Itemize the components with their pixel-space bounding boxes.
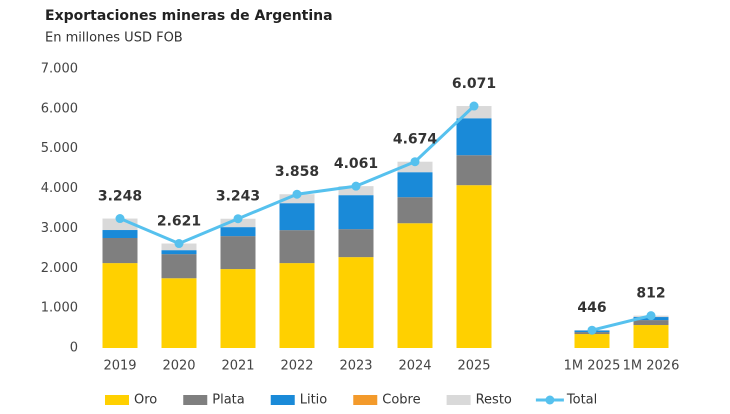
total-point [234, 214, 243, 223]
bar-segment [280, 230, 315, 263]
bar-segment [221, 269, 256, 348]
bar-segment [221, 227, 256, 236]
data-label: 4.061 [334, 156, 378, 172]
bar-segment [339, 257, 374, 348]
legend-swatch [183, 395, 207, 405]
legend-label: Cobre [382, 393, 420, 408]
data-label: 2.621 [157, 214, 201, 230]
data-label: 446 [577, 300, 606, 316]
bar-segment [457, 155, 492, 185]
bar-segment [162, 254, 197, 278]
data-label: 3.248 [98, 189, 142, 205]
bar-segment [339, 195, 374, 229]
bar-segment [634, 325, 669, 348]
x-tick-label: 2020 [162, 359, 195, 374]
bar-segment [162, 278, 197, 348]
data-label: 6.071 [452, 76, 496, 92]
bar-segment [280, 203, 315, 230]
bar-segment [280, 263, 315, 348]
bar-segment [339, 229, 374, 257]
legend-label: Total [566, 393, 597, 408]
x-tick-label: 2023 [339, 359, 372, 374]
data-label: 812 [636, 286, 665, 302]
bar-segment [103, 263, 138, 348]
x-tick-label: 2019 [103, 359, 136, 374]
bar-segment [162, 250, 197, 254]
legend-swatch [105, 395, 129, 405]
legend-label: Oro [134, 393, 157, 408]
y-tick-label: 4.000 [41, 181, 78, 196]
total-point [116, 214, 125, 223]
total-point [175, 239, 184, 248]
total-point [293, 190, 302, 199]
x-tick-label: 1M 2025 [564, 359, 621, 374]
legend-swatch [353, 395, 377, 405]
x-tick-label: 2025 [457, 359, 490, 374]
x-tick-label: 2021 [221, 359, 254, 374]
data-label: 4.674 [393, 132, 438, 148]
x-tick-label: 1M 2026 [623, 359, 680, 374]
bar-segment [221, 236, 256, 269]
legend-label: Litio [300, 393, 328, 408]
y-tick-label: 0 [70, 341, 78, 356]
legend-marker [545, 396, 554, 405]
total-point [588, 326, 597, 335]
data-label: 3.243 [216, 189, 260, 205]
legend-label: Plata [212, 393, 244, 408]
y-tick-label: 1.000 [41, 301, 78, 316]
bar-segment [103, 238, 138, 263]
legend-swatch [271, 395, 295, 405]
bar-segment [103, 230, 138, 238]
chart-subtitle: En millones USD FOB [45, 31, 183, 46]
y-tick-label: 3.000 [41, 221, 78, 236]
bar-segment [398, 172, 433, 197]
total-point [352, 182, 361, 191]
data-label: 3.858 [275, 164, 319, 180]
chart-title: Exportaciones mineras de Argentina [45, 8, 333, 24]
y-tick-label: 5.000 [41, 141, 78, 156]
bar-segment [457, 185, 492, 348]
bar-segment [457, 118, 492, 155]
bar-segment [398, 197, 433, 223]
y-tick-label: 7.000 [41, 62, 78, 77]
x-tick-label: 2022 [280, 359, 313, 374]
legend-swatch [447, 395, 471, 405]
y-tick-label: 2.000 [41, 261, 78, 276]
y-tick-label: 6.000 [41, 101, 78, 116]
total-point [647, 311, 656, 320]
bar-segment [634, 320, 669, 325]
legend-label: Resto [476, 393, 512, 408]
x-tick-label: 2024 [398, 359, 431, 374]
bar-segment [575, 334, 610, 348]
bar-segment [398, 223, 433, 348]
total-point [470, 102, 479, 111]
total-point [411, 157, 420, 166]
